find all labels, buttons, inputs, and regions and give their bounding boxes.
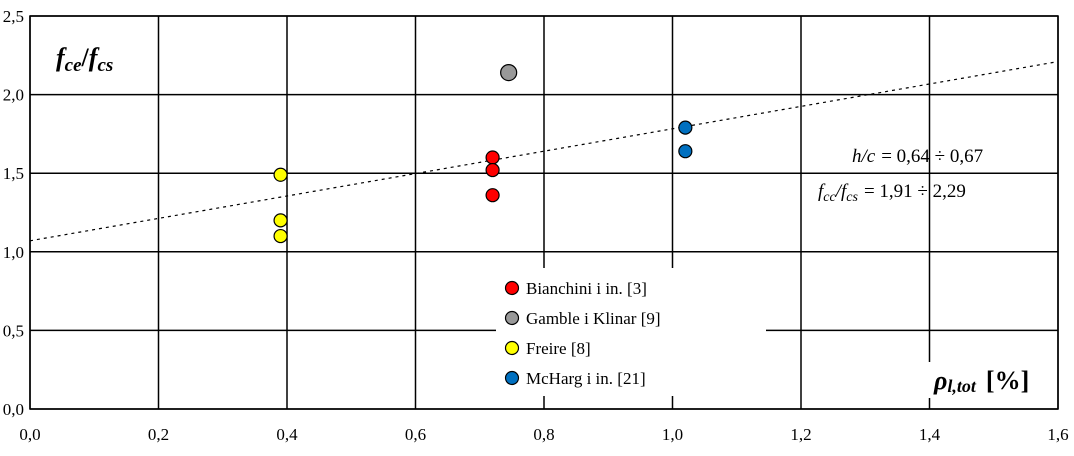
x-tick-label: 1,6	[1047, 425, 1068, 444]
trendline-group	[29, 60, 1059, 242]
data-point	[485, 150, 500, 165]
x-tick-label: 0,4	[276, 425, 298, 444]
y-tick-labels: 0,0 0,5 1,0 1,5 2,0 2,5	[3, 7, 24, 419]
data-point	[678, 144, 693, 159]
x-tick-label: 1,4	[919, 425, 941, 444]
y-tick-label: 0,5	[3, 321, 24, 340]
x-axis-label-bg	[924, 362, 1056, 398]
legend-marker	[504, 280, 520, 296]
data-point	[273, 213, 288, 228]
y-tick-label: 2,0	[3, 86, 24, 105]
legend-marker	[504, 370, 520, 386]
x-tick-label: 1,0	[662, 425, 683, 444]
data-point	[273, 167, 288, 182]
plot-frame	[29, 15, 1059, 410]
x-tick-label: 0,2	[148, 425, 169, 444]
legend-box	[496, 268, 766, 396]
data-point	[273, 228, 288, 244]
legend: Bianchini i in. [3] Gamble i Klinar [9] Fr…	[504, 279, 661, 388]
legend-label: Bianchini i in. [3]	[526, 279, 647, 298]
legend-label: Freire [8]	[526, 339, 591, 358]
data-point	[678, 120, 693, 135]
x-tick-label: 0,0	[19, 425, 40, 444]
data-point	[500, 63, 518, 82]
y-tick-label: 1,0	[3, 243, 24, 262]
y-axis-label: fce/fcs	[56, 43, 113, 76]
data-points	[273, 63, 693, 244]
trendline	[29, 60, 1059, 242]
x-tick-label: 1,2	[790, 425, 811, 444]
annotation-hc: h/c = 0,64 ÷ 0,67	[852, 146, 983, 167]
y-tick-label: 0,0	[3, 400, 24, 419]
legend-marker	[504, 340, 520, 356]
legend-marker	[504, 310, 520, 326]
y-tick-label: 2,5	[3, 7, 24, 26]
data-point	[485, 162, 500, 178]
x-axis-label: ρl,tot [%]	[933, 366, 1029, 396]
legend-label: Gamble i Klinar [9]	[526, 309, 661, 328]
x-tick-labels: 0,0 0,2 0,4 0,6 0,8 1,0 1,2 1,4 1,6	[19, 425, 1068, 444]
legend-label: McHarg i in. [21]	[526, 369, 646, 388]
x-tick-label: 0,8	[533, 425, 554, 444]
x-tick-label: 0,6	[405, 425, 426, 444]
data-point	[485, 188, 500, 203]
y-tick-label: 1,5	[3, 164, 24, 183]
annotation-fcc: fcc/fcs = 1,91 ÷ 2,29	[818, 181, 966, 205]
